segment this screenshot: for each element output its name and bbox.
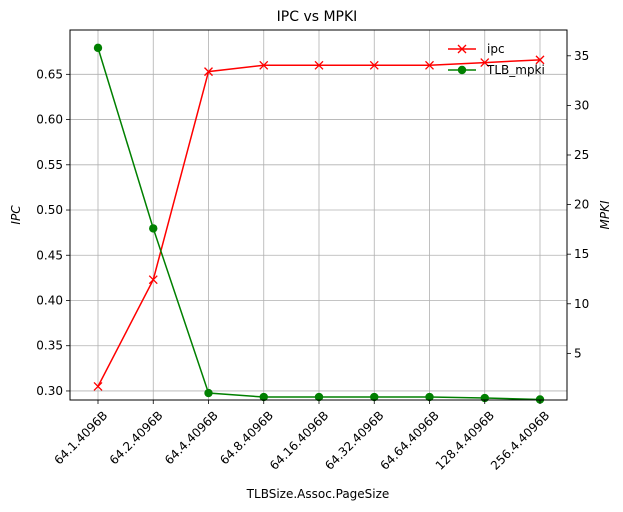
x-tick-label: 64.1.4096B <box>51 408 110 467</box>
y2-tick-label: 15 <box>574 247 589 261</box>
data-point <box>149 224 158 233</box>
y2-tick-label: 25 <box>574 148 589 162</box>
data-point <box>259 392 268 402</box>
data-point <box>425 60 434 70</box>
legend-entry-TLB_mpki: TLB_mpki <box>448 63 545 77</box>
legend-label: TLB_mpki <box>486 63 545 77</box>
y2-axis-label: MPKI <box>598 200 612 229</box>
chart-title: IPC vs MPKI <box>277 9 358 25</box>
x-tick-label: 64.2.4096B <box>107 408 166 467</box>
legend-marker <box>457 44 467 54</box>
series-ipc <box>93 55 545 391</box>
data-point <box>204 388 213 398</box>
x-tick-label: 256.4.4096B <box>488 408 552 472</box>
data-point <box>425 392 434 402</box>
data-point <box>314 392 324 402</box>
y2-tick-label: 20 <box>574 198 589 212</box>
y-tick-label: 0.55 <box>36 158 63 172</box>
data-point <box>370 392 379 402</box>
data-point <box>93 43 103 53</box>
y-tick-label: 0.50 <box>36 203 63 217</box>
y2-tick-label: 5 <box>574 346 582 360</box>
y-tick-label: 0.60 <box>36 113 63 127</box>
data-point <box>480 58 490 68</box>
y2-tick-label: 30 <box>574 98 589 112</box>
x-axis-label: TLBSize.Assoc.PageSize <box>246 487 390 501</box>
y-axis-label: IPC <box>9 205 23 225</box>
legend: ipc TLB_mpki <box>448 42 545 77</box>
left-axis: 0.30 0.35 0.40 0.45 0.50 0.55 0.60 0.65 <box>36 67 70 398</box>
y-tick-label: 0.45 <box>36 248 63 262</box>
x-tick-label: 64.8.4096B <box>217 408 276 467</box>
y-tick-label: 0.30 <box>36 384 63 398</box>
data-point <box>148 275 158 285</box>
y-tick-label: 0.65 <box>36 67 63 81</box>
y2-tick-label: 10 <box>574 297 589 311</box>
data-point <box>259 60 269 70</box>
y-tick-label: 0.40 <box>36 293 63 307</box>
legend-label: ipc <box>487 42 505 56</box>
right-axis: 5 10 15 20 25 30 35 <box>567 49 589 360</box>
data-point <box>314 60 324 70</box>
legend-entry-ipc: ipc <box>448 42 505 56</box>
data-point <box>93 381 103 391</box>
y-tick-label: 0.35 <box>36 339 63 353</box>
data-point <box>535 55 545 65</box>
data-point <box>204 67 213 77</box>
x-axis: 64.1.4096B64.2.4096B64.4.4096B64.8.4096B… <box>51 400 552 473</box>
plot-frame <box>69 29 568 401</box>
grid <box>70 30 567 400</box>
data-point <box>369 60 379 70</box>
legend-marker <box>457 65 467 75</box>
y2-tick-label: 35 <box>574 49 589 63</box>
x-tick-label: 64.4.4096B <box>162 408 221 467</box>
